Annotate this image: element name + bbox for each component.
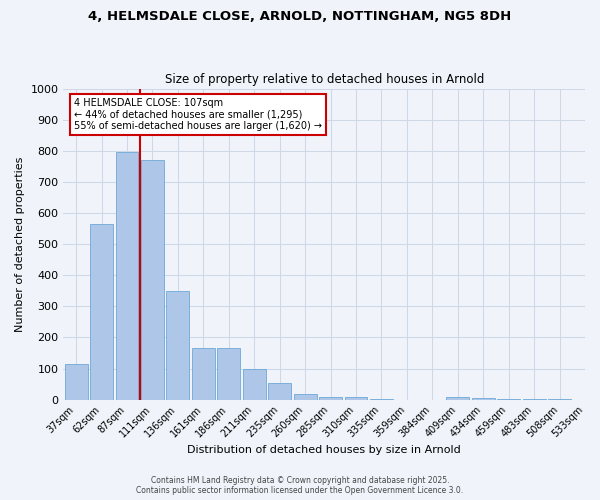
Title: Size of property relative to detached houses in Arnold: Size of property relative to detached ho…	[164, 73, 484, 86]
Text: Contains HM Land Registry data © Crown copyright and database right 2025.
Contai: Contains HM Land Registry data © Crown c…	[136, 476, 464, 495]
Bar	[166, 291, 190, 400]
Bar	[344, 396, 367, 400]
Bar	[243, 370, 266, 400]
Bar	[293, 394, 317, 400]
Bar	[217, 348, 240, 400]
Text: 4 HELMSDALE CLOSE: 107sqm
← 44% of detached houses are smaller (1,295)
55% of se: 4 HELMSDALE CLOSE: 107sqm ← 44% of detac…	[74, 98, 322, 131]
Bar	[472, 398, 494, 400]
Bar	[192, 348, 215, 400]
Bar	[116, 152, 139, 400]
X-axis label: Distribution of detached houses by size in Arnold: Distribution of detached houses by size …	[187, 445, 461, 455]
Bar	[548, 398, 571, 400]
Bar	[497, 398, 520, 400]
Bar	[141, 160, 164, 400]
Bar	[268, 382, 291, 400]
Bar	[90, 224, 113, 400]
Bar	[319, 396, 342, 400]
Bar	[65, 364, 88, 400]
Bar	[370, 398, 393, 400]
Y-axis label: Number of detached properties: Number of detached properties	[15, 156, 25, 332]
Bar	[446, 397, 469, 400]
Text: 4, HELMSDALE CLOSE, ARNOLD, NOTTINGHAM, NG5 8DH: 4, HELMSDALE CLOSE, ARNOLD, NOTTINGHAM, …	[88, 10, 512, 23]
Bar	[523, 398, 545, 400]
